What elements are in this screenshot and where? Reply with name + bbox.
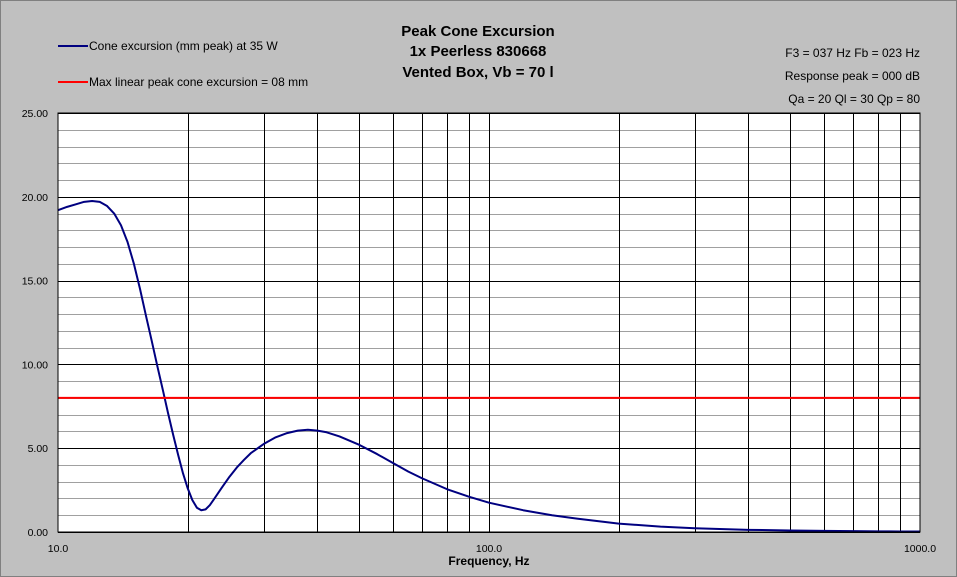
x-tick-labels: 10.0 100.0 1000.0 xyxy=(48,543,936,555)
series-line-cone-excursion xyxy=(57,199,920,533)
info-line-f3-fb: F3 = 037 Hz Fb = 023 Hz xyxy=(785,46,920,60)
y-tick-label: 20.00 xyxy=(22,192,48,204)
x-tick-label: 100.0 xyxy=(476,543,502,555)
info-line-response-peak: Response peak = 000 dB xyxy=(785,69,920,83)
x-axis-title: Frequency, Hz xyxy=(448,554,529,568)
legend-label-max-linear: Max linear peak cone excursion = 08 mm xyxy=(89,75,308,89)
y-tick-label: 0.00 xyxy=(28,527,49,539)
series-layer xyxy=(57,199,920,533)
y-tick-label: 25.00 xyxy=(22,108,48,120)
plot-border xyxy=(57,112,921,533)
legend: Cone excursion (mm peak) at 35 W Max lin… xyxy=(58,39,308,89)
chart-title-line-2: 1x Peerless 830668 xyxy=(410,43,547,60)
x-tick-label: 1000.0 xyxy=(904,543,936,555)
y-tick-labels: 0.00 5.00 10.00 15.00 20.00 25.00 xyxy=(22,108,48,539)
legend-label-excursion: Cone excursion (mm peak) at 35 W xyxy=(89,39,278,53)
y-tick-label: 15.00 xyxy=(22,276,48,288)
x-tick-label: 10.0 xyxy=(48,543,69,555)
y-tick-label: 5.00 xyxy=(28,443,49,455)
chart-title-line-1: Peak Cone Excursion xyxy=(401,23,554,40)
y-tick-label: 10.00 xyxy=(22,359,48,371)
chart-title-line-3: Vented Box, Vb = 70 l xyxy=(402,64,553,81)
info-line-q-values: Qa = 20 Ql = 30 Qp = 80 xyxy=(788,92,920,106)
